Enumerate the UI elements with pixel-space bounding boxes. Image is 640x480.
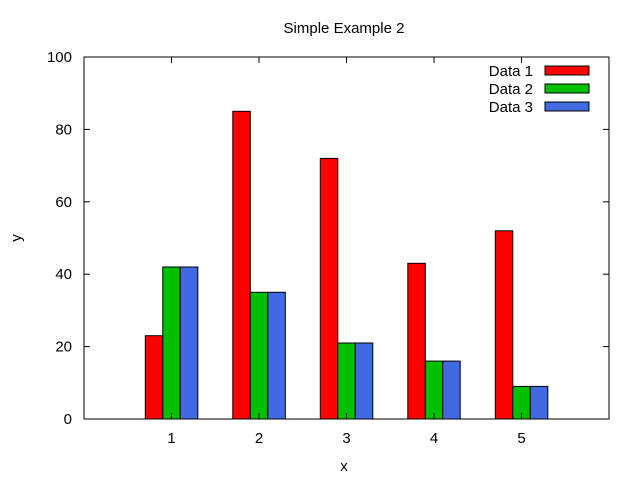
legend-swatch-series-1 <box>544 65 590 76</box>
x-tick-label: 2 <box>255 430 263 447</box>
y-tick-label: 20 <box>55 339 72 356</box>
y-tick-label: 60 <box>55 194 72 211</box>
x-tick-label: 1 <box>167 430 175 447</box>
bar-series-1-cat-3 <box>319 157 339 420</box>
x-axis-label: x <box>340 458 348 475</box>
bar-series-3-cat-5 <box>529 385 549 420</box>
x-tick-label: 5 <box>517 430 525 447</box>
x-tick-label: 4 <box>430 430 438 447</box>
legend-label-series-1: Data 1 <box>489 63 533 80</box>
axis-ticks: 0 20 40 60 80 100 1 2 3 4 5 <box>47 49 609 447</box>
y-tick-label: 40 <box>55 266 72 283</box>
bar-series-3-cat-3 <box>354 342 374 420</box>
bars-group <box>144 110 549 420</box>
bar-series-2-cat-2 <box>249 291 269 420</box>
legend-swatch-series-3 <box>544 101 590 112</box>
bar-series-3-cat-1 <box>179 266 199 420</box>
bar-series-1-cat-2 <box>232 110 251 420</box>
bar-series-1-cat-1 <box>144 335 164 420</box>
bar-series-2-cat-1 <box>162 266 181 420</box>
legend-label-series-3: Data 3 <box>489 99 533 116</box>
bar-series-3-cat-2 <box>267 291 286 420</box>
bar-series-1-cat-4 <box>407 262 426 420</box>
legend-swatch-series-2 <box>544 83 590 94</box>
bar-series-3-cat-4 <box>442 360 461 420</box>
y-axis-label: y <box>8 234 25 242</box>
bar-series-1-cat-5 <box>494 230 514 420</box>
chart-title: Simple Example 2 <box>284 20 405 37</box>
y-tick-label: 80 <box>55 121 72 138</box>
bar-series-2-cat-4 <box>424 360 444 420</box>
legend-label-series-2: Data 2 <box>489 81 533 98</box>
bar-series-2-cat-3 <box>337 342 356 420</box>
x-tick-label: 3 <box>342 430 350 447</box>
y-tick-label: 0 <box>64 411 72 428</box>
y-tick-label: 100 <box>47 49 72 66</box>
